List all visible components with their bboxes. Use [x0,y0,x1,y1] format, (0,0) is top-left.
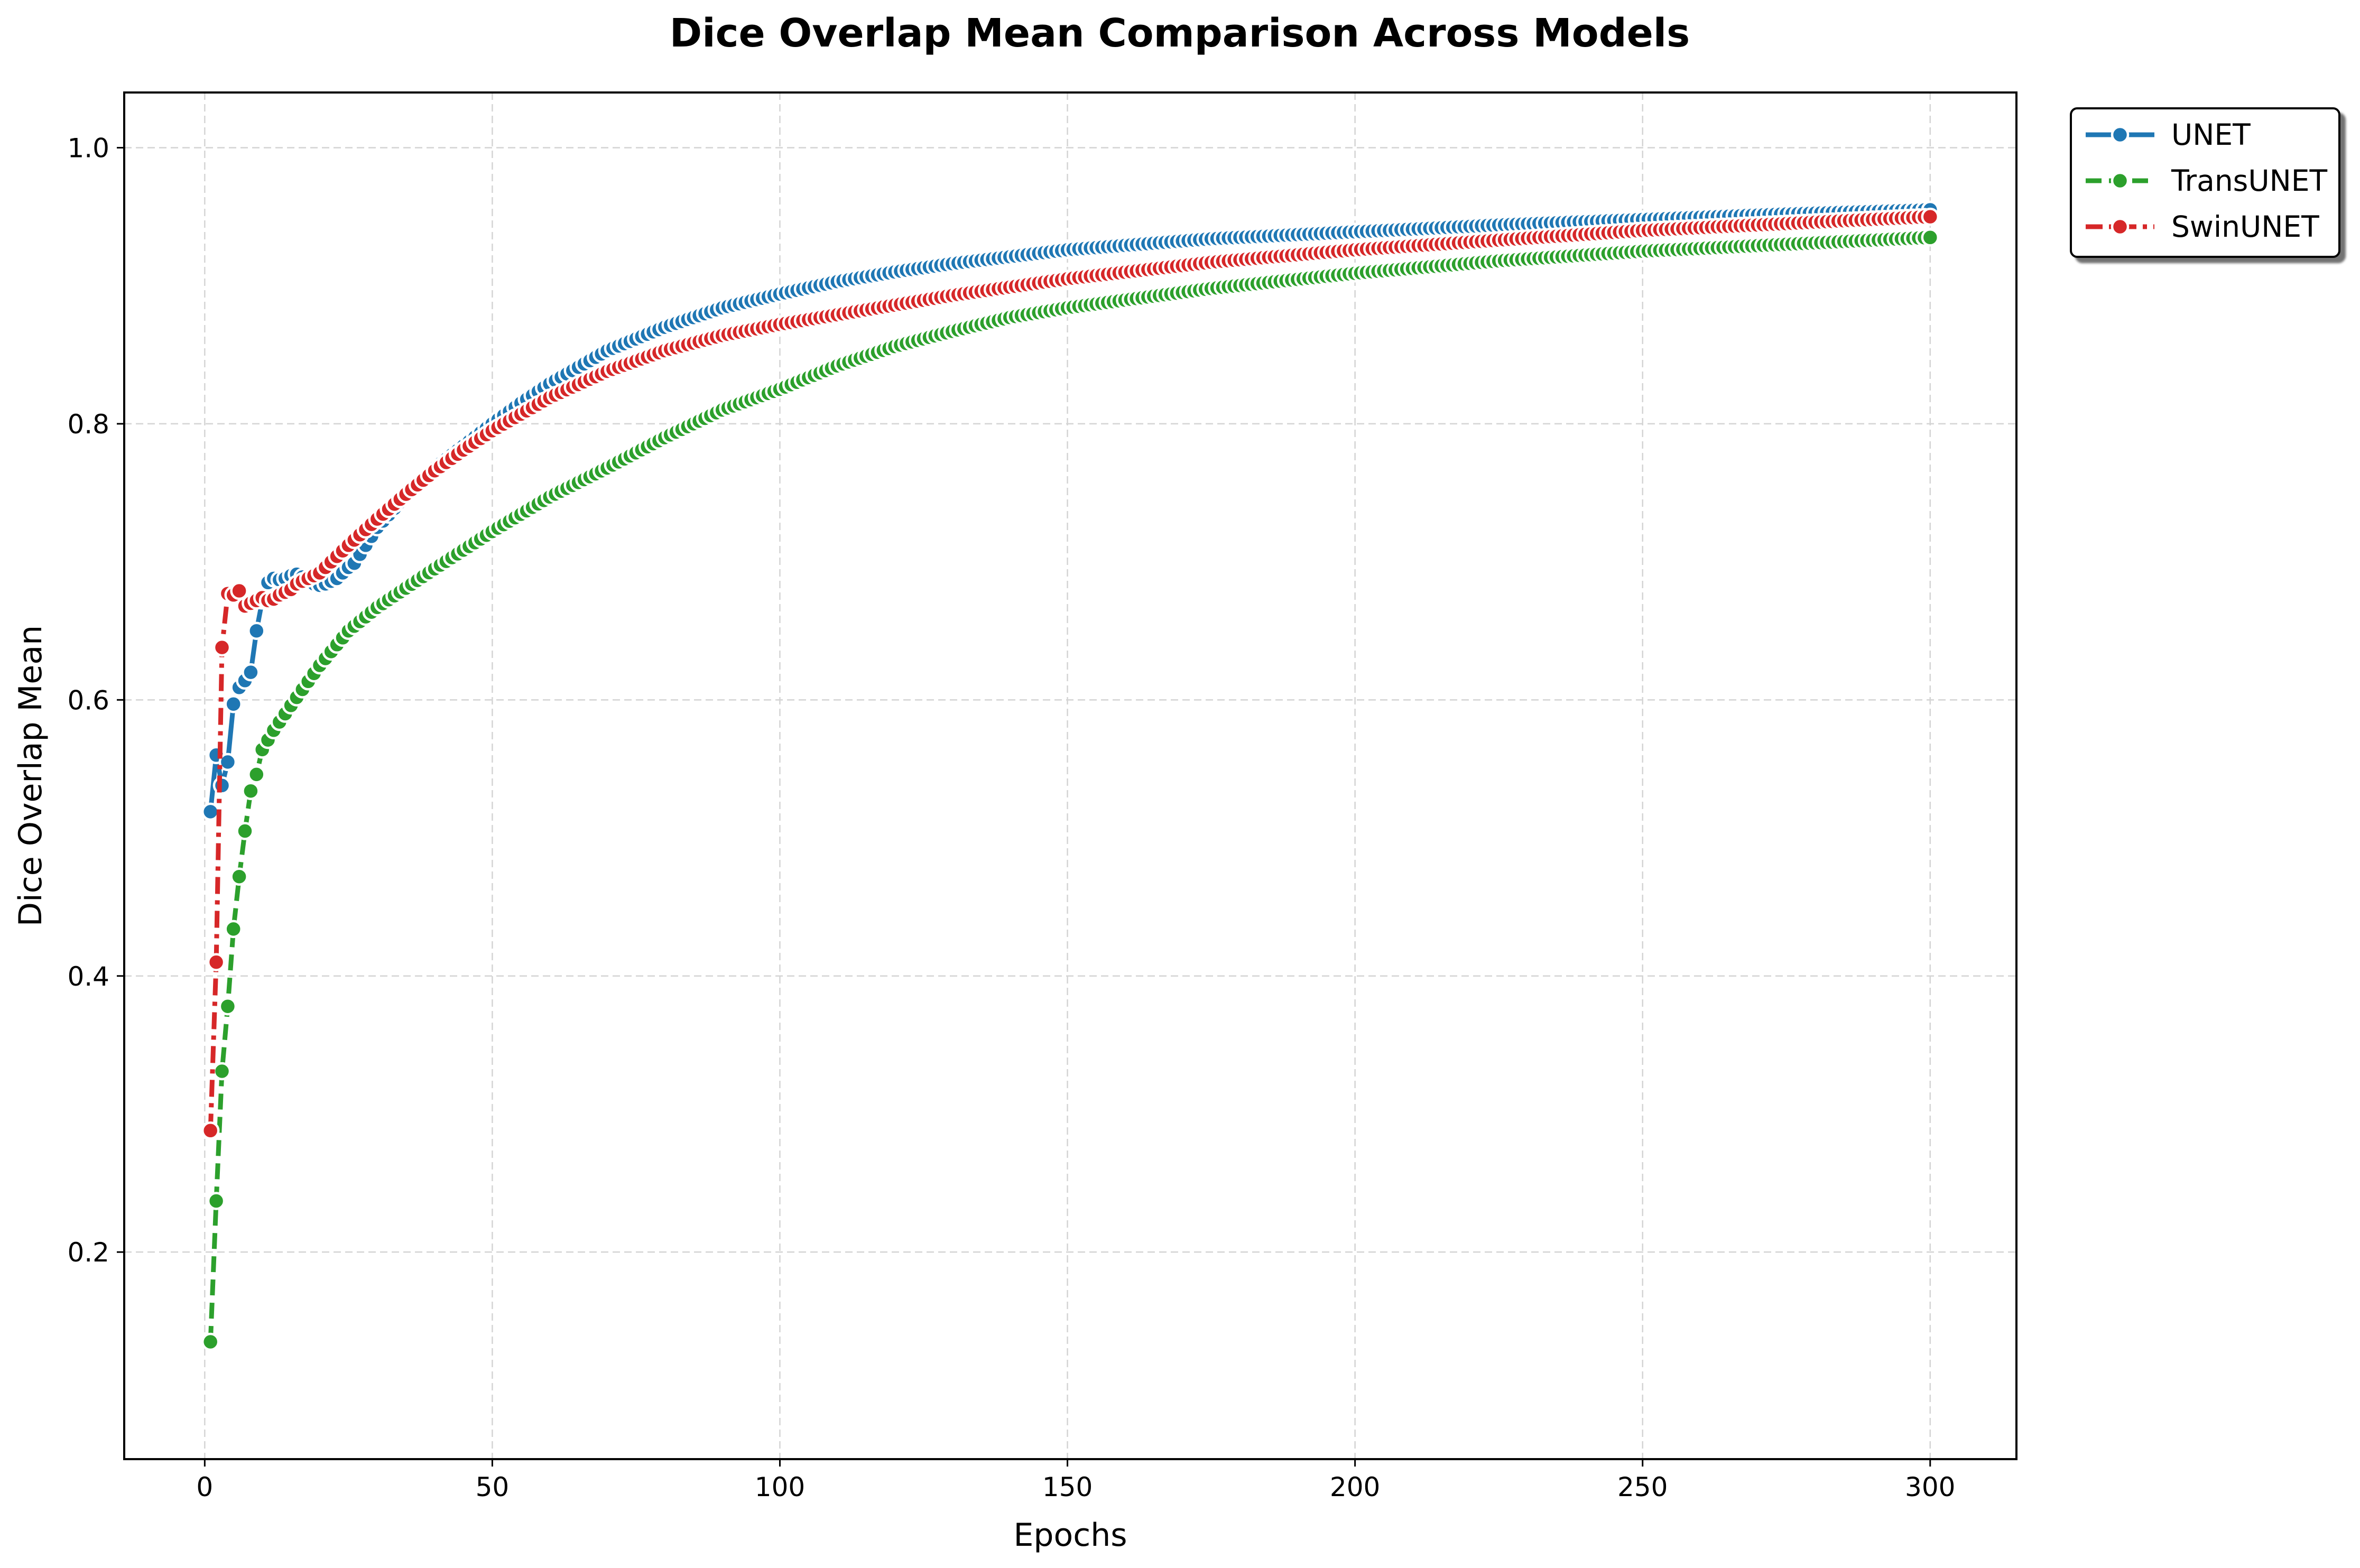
legend-swatch-marker [2111,217,2130,236]
series-swinunet [201,207,1940,1140]
series-transunet [201,228,1940,1351]
chart-title: Dice Overlap Mean Comparison Across Mode… [670,11,1690,56]
data-point [212,638,232,657]
grid [124,92,2016,1459]
data-point [218,997,237,1016]
data-point [218,753,237,772]
data-point [1921,228,1940,247]
data-point [224,694,243,713]
series-line [208,214,1931,1131]
x-tick-label: 250 [1617,1472,1668,1502]
legend-swatch-marker [2111,125,2130,144]
legend-item-transunet: TransUNET [2086,164,2327,198]
series-line [208,235,1931,1342]
x-tick-label: 200 [1330,1472,1380,1502]
data-point [247,765,266,784]
x-axis-label: Epochs [1014,1517,1127,1554]
y-tick-label: 0.2 [67,1237,109,1268]
series-layer [201,200,1940,1351]
legend-label: SwinUNET [2171,210,2319,244]
data-point [207,1192,226,1210]
data-point [207,953,226,971]
data-point [224,920,243,939]
data-point [242,782,260,800]
series-unet [201,200,1940,821]
legend-label: UNET [2171,118,2251,152]
x-tick-label: 300 [1905,1472,1955,1502]
data-point [201,802,220,821]
legend-box [2070,107,2340,258]
data-point [212,776,232,795]
y-axis-label: Dice Overlap Mean [12,625,49,926]
legend-swatch-marker [2111,171,2130,190]
data-point [242,663,260,682]
legend: UNET TransUNET SwinUNET [2070,107,2340,258]
data-point [247,621,266,640]
y-tick-label: 0.8 [67,409,109,440]
x-tick-label: 50 [476,1472,510,1502]
data-point [201,1121,220,1140]
legend-item-swinunet: SwinUNET [2086,210,2319,244]
y-tick-label: 0.6 [67,685,109,716]
axis-ticks: 0 50 100 150 200 250 300 0.2 0.4 0.6 0.8 1.0 [67,133,1955,1502]
legend-label: TransUNET [2171,164,2327,198]
legend-item-unet: UNET [2086,118,2251,152]
data-point [212,1062,232,1081]
data-point [1921,207,1940,226]
x-tick-label: 150 [1042,1472,1093,1502]
data-point [201,1332,220,1351]
x-tick-label: 0 [196,1472,213,1502]
plot-frame [123,91,2017,1460]
y-tick-label: 0.4 [67,961,109,992]
data-point [230,581,248,600]
x-tick-label: 100 [755,1472,805,1502]
y-tick-label: 1.0 [67,133,109,163]
data-point [236,822,254,840]
data-point [230,867,248,886]
